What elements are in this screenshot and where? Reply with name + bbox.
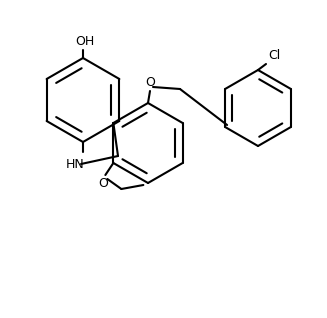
Text: Cl: Cl	[268, 49, 280, 62]
Text: HN: HN	[66, 158, 84, 171]
Text: O: O	[98, 177, 108, 190]
Text: O: O	[145, 76, 155, 89]
Text: OH: OH	[76, 35, 95, 48]
